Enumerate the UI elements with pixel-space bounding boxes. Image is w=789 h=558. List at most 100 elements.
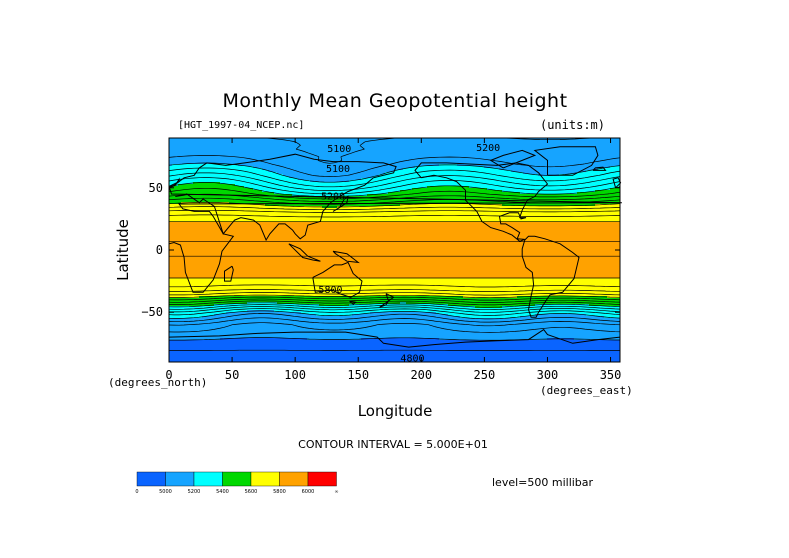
height-band-cell bbox=[331, 306, 335, 317]
height-band-cell bbox=[256, 138, 260, 169]
height-band-cell bbox=[415, 304, 419, 313]
height-band-cell bbox=[457, 316, 461, 341]
height-band-cell bbox=[562, 304, 566, 315]
height-band-cell bbox=[349, 138, 353, 181]
height-band-cell bbox=[361, 138, 365, 179]
height-band-cell bbox=[610, 278, 614, 299]
height-band-cell bbox=[274, 206, 278, 223]
height-band-cell bbox=[595, 204, 599, 223]
height-band-cell bbox=[436, 138, 440, 167]
height-band-cell bbox=[346, 316, 350, 341]
colorbar-swatch bbox=[193, 471, 223, 487]
height-band-cell bbox=[289, 206, 293, 223]
height-band-cell bbox=[217, 278, 221, 297]
height-band-cell bbox=[604, 340, 608, 363]
height-band-cell bbox=[403, 190, 407, 205]
height-band-cell bbox=[562, 174, 566, 195]
contour-5800 bbox=[169, 221, 620, 279]
height-band-cell bbox=[340, 316, 344, 341]
height-band-cell bbox=[271, 302, 275, 311]
height-band-cell bbox=[214, 222, 218, 279]
height-band-cell bbox=[325, 340, 329, 363]
height-band-cell bbox=[364, 278, 368, 297]
height-band-cell bbox=[463, 186, 467, 205]
height-band-cell bbox=[319, 182, 323, 197]
contour-value-label: 5100 bbox=[326, 164, 350, 175]
height-band-cell bbox=[349, 304, 353, 317]
height-band-cell bbox=[364, 314, 368, 339]
height-band-cell bbox=[493, 222, 497, 279]
height-band-cell bbox=[205, 164, 209, 183]
height-band-cell bbox=[553, 176, 557, 195]
height-band-cell bbox=[181, 138, 185, 165]
height-band-cell bbox=[520, 306, 524, 317]
height-band-cell bbox=[250, 222, 254, 279]
height-band-cell bbox=[514, 278, 518, 299]
height-band-cell bbox=[373, 138, 377, 177]
height-band-cell bbox=[235, 278, 239, 297]
height-band-cell bbox=[334, 182, 338, 197]
height-band-cell bbox=[517, 278, 521, 297]
height-band-cell bbox=[508, 318, 512, 341]
height-band-cell bbox=[352, 222, 356, 279]
coastline bbox=[489, 149, 537, 169]
height-band-cell bbox=[310, 340, 314, 363]
height-band-cell bbox=[415, 138, 419, 167]
height-band-cell bbox=[508, 206, 512, 223]
height-band-cell bbox=[460, 318, 464, 341]
x-tick-label: 300 bbox=[537, 368, 559, 382]
height-band-cell bbox=[583, 314, 587, 341]
height-band-cell bbox=[307, 222, 311, 279]
height-band-cell bbox=[352, 340, 356, 363]
height-band-cell bbox=[364, 178, 368, 197]
height-band-cell bbox=[343, 182, 347, 197]
height-band-cell bbox=[586, 206, 590, 223]
height-band-cell bbox=[358, 206, 362, 223]
height-band-cell bbox=[289, 222, 293, 279]
height-band-cell bbox=[385, 278, 389, 297]
height-band-cell bbox=[439, 186, 443, 205]
height-band-cell bbox=[514, 298, 518, 307]
height-band-cell bbox=[544, 340, 548, 363]
height-band-cell bbox=[400, 190, 404, 205]
height-band-cell bbox=[433, 186, 437, 205]
height-band-cell bbox=[406, 278, 410, 297]
height-band-cell bbox=[229, 278, 233, 297]
height-band-cell bbox=[487, 138, 491, 169]
height-band-cell bbox=[229, 296, 233, 305]
x-axis-units: (degrees_east) bbox=[540, 384, 633, 397]
height-band-cell bbox=[532, 222, 536, 279]
height-band-cell bbox=[211, 340, 215, 363]
height-band-cell bbox=[418, 296, 422, 305]
height-band-cell bbox=[523, 316, 527, 341]
height-band-cell bbox=[430, 138, 434, 167]
height-band-cell bbox=[400, 312, 404, 339]
height-band-cell bbox=[547, 314, 551, 339]
height-band-cell bbox=[499, 170, 503, 191]
height-band-cell bbox=[496, 168, 500, 191]
height-band-cell bbox=[268, 192, 272, 207]
height-band-cell bbox=[208, 138, 212, 165]
height-band-cell bbox=[316, 206, 320, 223]
height-band-cell bbox=[556, 206, 560, 223]
height-band-cell bbox=[325, 208, 329, 223]
height-band-cell bbox=[238, 278, 242, 297]
height-band-cell bbox=[499, 278, 503, 299]
height-band-cell bbox=[505, 192, 509, 207]
height-band-cell bbox=[412, 296, 416, 305]
height-band-cell bbox=[301, 304, 305, 315]
height-bands bbox=[169, 138, 621, 363]
height-band-cell bbox=[289, 178, 293, 195]
height-band-cell bbox=[448, 340, 452, 363]
height-band-cell bbox=[175, 340, 179, 363]
height-band-cell bbox=[373, 296, 377, 305]
y-axis-label: Latitude bbox=[114, 219, 132, 281]
height-band-cell bbox=[199, 164, 203, 183]
coastline bbox=[312, 261, 363, 298]
height-band-cell bbox=[529, 316, 533, 341]
height-band-cell bbox=[283, 176, 287, 195]
height-band-cell bbox=[316, 138, 320, 183]
height-band-cell bbox=[349, 296, 353, 305]
contour-value-label: 5800 bbox=[318, 285, 342, 296]
height-band-cell bbox=[475, 278, 479, 299]
